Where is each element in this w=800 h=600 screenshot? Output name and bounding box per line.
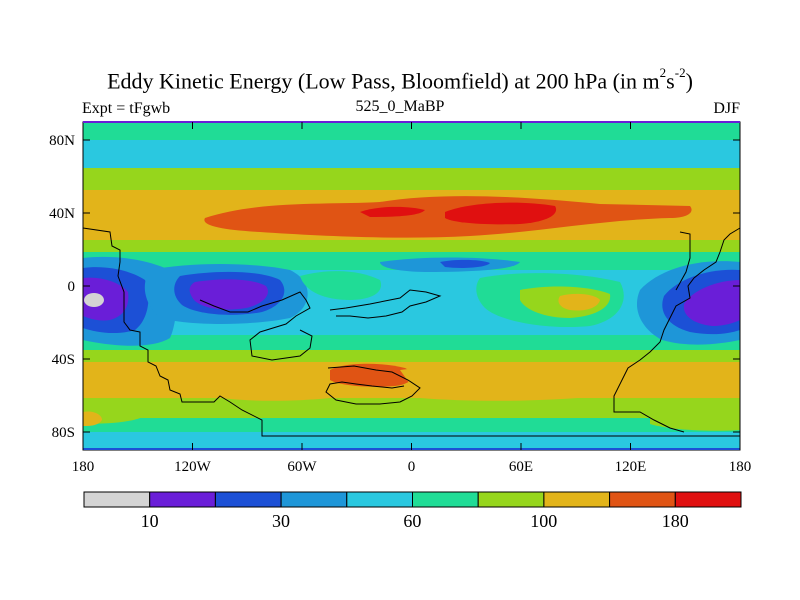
lon-label-120e: 120E	[615, 459, 647, 475]
colorbar-swatch	[543, 491, 611, 508]
central-low-purple	[189, 279, 268, 310]
colorbar-swatch	[609, 491, 676, 508]
southern-island-outline	[325, 365, 421, 405]
band-polar-north	[83, 122, 740, 142]
colorbar-label-180: 180	[662, 511, 689, 531]
colorbar-label-30: 30	[272, 511, 290, 531]
west-pacific-low-purple	[683, 280, 740, 326]
lon-label-60e: 60E	[509, 459, 533, 475]
lat-label-40s: 40S	[52, 352, 75, 368]
sh-storm-yellow-east	[400, 365, 600, 401]
nh-jet-red-west	[360, 206, 425, 217]
lat-label-0: 0	[68, 279, 76, 295]
colorbar-swatch	[280, 491, 348, 508]
east-continent-outline	[613, 227, 741, 433]
nh-jet-red	[445, 202, 557, 225]
colorbar-label-60: 60	[403, 511, 421, 531]
sh-storm-orange	[330, 363, 413, 387]
lon-label-0: 0	[408, 459, 416, 475]
experiment-label: Expt = tFgwb	[82, 100, 171, 117]
colorbar-swatch	[477, 491, 545, 508]
colorbar-swatch	[214, 491, 282, 508]
tropic-green-west	[300, 271, 382, 300]
central-continent-outline	[199, 291, 313, 361]
sh-storm-yellow-west	[195, 362, 330, 401]
colorbar-label-10: 10	[141, 511, 159, 531]
sw-yellow-patch	[83, 411, 102, 426]
lon-label-60w: 60W	[287, 459, 317, 475]
season-label: DJF	[713, 100, 740, 117]
west-continent-outline	[82, 227, 740, 437]
colorbar-swatch	[674, 491, 742, 508]
east-coast-segment	[675, 231, 691, 291]
lat-label-80n: 80N	[49, 133, 75, 149]
lat-label-40n: 40N	[49, 206, 75, 222]
band-south-polar	[83, 418, 740, 436]
contour-field	[83, 122, 740, 450]
lat-axis: 80N 40N 0 40S 80S	[49, 133, 740, 441]
lat-label-80s: 80S	[52, 425, 75, 441]
tropic-blue-core	[440, 259, 490, 268]
plot-title: Eddy Kinetic Energy (Low Pass, Bloomfiel…	[107, 65, 693, 94]
colorbar-swatch	[149, 491, 216, 508]
case-label: 525_0_MaBP	[355, 98, 445, 115]
colorbar	[83, 491, 742, 508]
colorbar-labels: 10 30 60 100 180	[141, 511, 689, 531]
colorbar-swatch	[412, 491, 479, 508]
lon-axis: 180 120W 60W 0 60E 120E 180	[72, 122, 752, 475]
band-south-high	[83, 398, 740, 420]
tropic-yellow-east	[558, 293, 600, 311]
colorbar-swatch	[83, 491, 151, 508]
mid-continent-outline	[329, 289, 442, 319]
lon-label-120w: 120W	[174, 459, 212, 475]
colorbar-label-100: 100	[530, 511, 557, 531]
lon-label-180e: 180	[729, 459, 752, 475]
lon-label-180w: 180	[72, 459, 95, 475]
se-lime-patch	[650, 406, 740, 431]
coastlines	[82, 227, 741, 437]
east-pacific-low-purple	[83, 277, 129, 321]
east-pacific-min	[84, 293, 104, 307]
colorbar-swatch	[346, 491, 413, 508]
